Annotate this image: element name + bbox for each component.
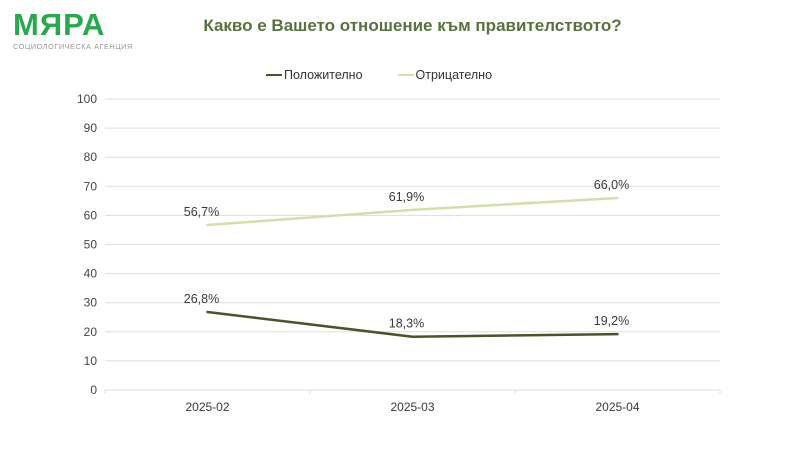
data-point-label: 19,2% [594,314,629,328]
series-line [206,310,619,338]
y-axis-tick-label: 20 [84,325,98,339]
negative-line-marker-icon [397,73,414,77]
series-line [206,196,619,227]
chart-title: Какво е Вашето отношение към правителств… [203,16,622,35]
logo-wordmark: МЯРА [13,7,106,42]
positive-line-marker-icon [266,73,282,77]
legend-label-positive: Положително [284,68,363,82]
y-axis-tick-label: 60 [84,208,98,222]
legend-item-positive: Положително [266,68,363,82]
y-axis-tick-label: 0 [90,383,97,397]
y-axis-tick-label: 30 [84,296,98,310]
data-point-label: 26,8% [184,292,219,306]
legend-label-negative: Отрицателно [415,68,493,82]
x-axis-tick-label: 2025-02 [185,400,229,414]
myara-logo: МЯРА СОЦИОЛОГИЧЕСКА АГЕНЦИЯ [13,9,143,51]
y-axis-tick-label: 10 [84,354,98,368]
logo-subtitle: СОЦИОЛОГИЧЕСКА АГЕНЦИЯ [13,42,133,51]
data-point-label: 61,9% [389,190,424,204]
chart-legend: Положително Отрицателно [266,68,492,82]
x-axis-tick-label: 2025-04 [595,400,639,414]
data-point-label: 18,3% [389,317,424,331]
y-axis-tick-label: 70 [84,179,98,193]
y-axis-tick-label: 80 [84,150,98,164]
data-point-label: 56,7% [184,205,219,219]
y-axis-tick-label: 50 [84,238,98,252]
x-axis-tick-label: 2025-03 [390,400,434,414]
y-axis-tick-label: 100 [77,92,97,106]
data-point-label: 66,0% [594,178,629,192]
y-axis-tick-label: 90 [84,121,98,135]
legend-item-negative: Отрицателно [397,68,493,82]
y-axis-tick-label: 40 [84,267,98,281]
